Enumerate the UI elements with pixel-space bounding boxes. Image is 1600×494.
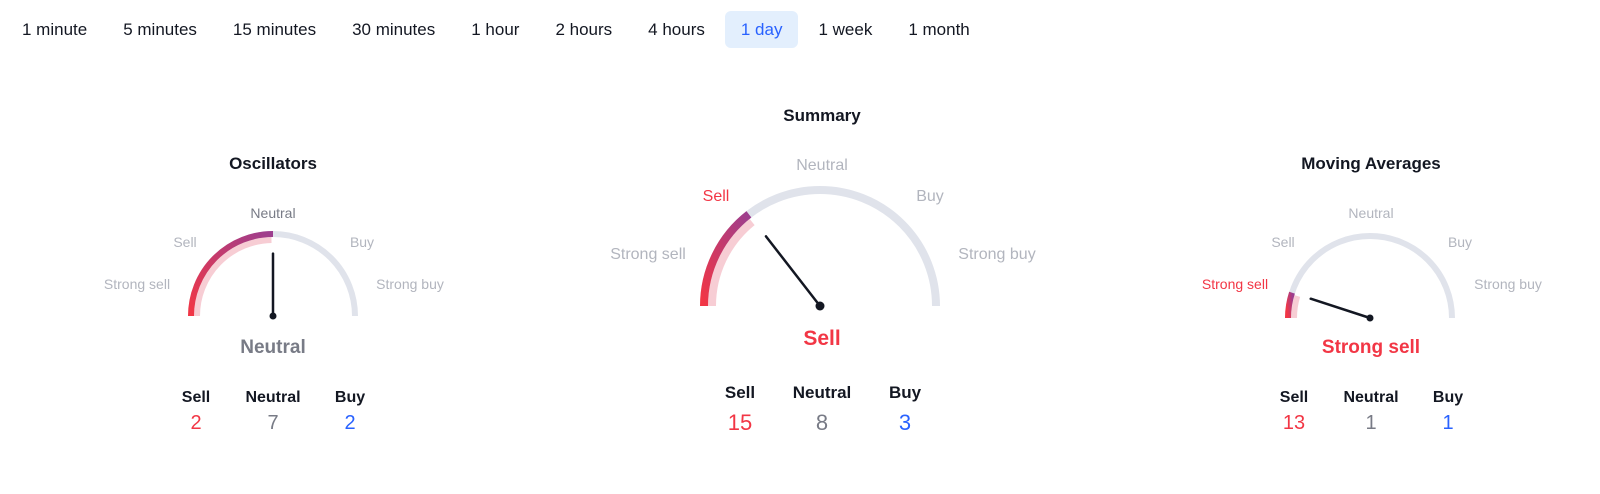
scale-label-strong-sell: Strong sell <box>610 246 686 263</box>
scale-label-buy: Buy <box>1447 234 1473 250</box>
neutral-count: 8 <box>815 410 829 435</box>
needle-pivot <box>269 312 277 320</box>
sell-count-label: Sell <box>1279 389 1309 406</box>
gauge-track <box>700 186 940 307</box>
tab-1-day[interactable]: 1 day <box>724 11 799 48</box>
scale-label-sell: Sell <box>173 234 197 250</box>
sell-count-label: Sell <box>724 383 756 402</box>
sell-count: 13 <box>1282 412 1306 434</box>
buy-count-label: Buy <box>334 389 366 406</box>
buy-count-label: Buy <box>1432 389 1464 406</box>
sell-count: 15 <box>727 410 753 435</box>
gauge-track <box>1285 233 1455 319</box>
neutral-count: 7 <box>267 412 279 434</box>
gauge-fill-inner <box>194 237 272 317</box>
sell-count: 2 <box>190 412 202 434</box>
neutral-count-label: Neutral <box>245 389 301 406</box>
summary-status: Sell <box>803 327 841 350</box>
gauge-fill <box>188 231 274 317</box>
oscillators-status: Neutral <box>240 337 306 358</box>
buy-count: 3 <box>898 410 912 435</box>
needle-pivot <box>1366 314 1374 322</box>
neutral-count-label: Neutral <box>1343 389 1399 406</box>
tab-1-week[interactable]: 1 week <box>818 20 873 39</box>
sell-count-label: Sell <box>181 389 211 406</box>
gauge-needle <box>764 235 822 308</box>
scale-label-strong-buy: Strong buy <box>1474 276 1542 292</box>
scale-label-strong-sell: Strong sell <box>103 276 171 292</box>
buy-count: 1 <box>1442 412 1454 434</box>
moving-averages-gauge <box>1285 233 1455 322</box>
scale-label-strong-sell: Strong sell <box>1201 276 1269 292</box>
gauge-fill-inner <box>1290 295 1301 319</box>
neutral-count-label: Neutral <box>792 383 852 402</box>
gauge-fill-inner <box>708 218 755 307</box>
tab-5-minutes[interactable]: 5 minutes <box>123 20 197 39</box>
scale-label-sell: Sell <box>702 188 730 205</box>
tab-1-minute[interactable]: 1 minute <box>22 20 88 39</box>
tab-1-hour[interactable]: 1 hour <box>471 20 520 39</box>
buy-count-label: Buy <box>888 383 922 402</box>
oscillators-title: Oscillators <box>229 154 317 173</box>
tab-2-hours[interactable]: 2 hours <box>555 20 613 39</box>
moving-averages-status: Strong sell <box>1321 337 1421 358</box>
scale-label-neutral: Neutral <box>1348 205 1394 221</box>
tab-1-month[interactable]: 1 month <box>908 20 970 39</box>
scale-label-buy: Buy <box>916 188 944 205</box>
needle-pivot <box>815 301 825 311</box>
scale-label-neutral: Neutral <box>796 157 848 174</box>
gauge-fill <box>700 211 752 307</box>
summary-gauge <box>700 186 940 311</box>
oscillators-gauge <box>188 231 358 320</box>
tab-15-minutes[interactable]: 15 minutes <box>232 20 317 39</box>
scale-label-sell: Sell <box>1271 234 1295 250</box>
gauge-fill <box>1285 291 1295 319</box>
neutral-count: 1 <box>1365 412 1377 434</box>
summary-title: Summary <box>783 106 861 125</box>
scale-label-buy: Buy <box>349 234 375 250</box>
tab-4-hours[interactable]: 4 hours <box>648 20 705 39</box>
scale-label-neutral: Neutral <box>250 205 296 221</box>
tab-30-minutes[interactable]: 30 minutes <box>352 20 436 39</box>
scale-label-strong-buy: Strong buy <box>958 246 1036 263</box>
moving-averages-title: Moving Averages <box>1301 154 1441 173</box>
gauge-needle <box>1309 297 1372 320</box>
timeframe-tabs: 1 minute 5 minutes 15 minutes 30 minutes… <box>6 11 990 48</box>
buy-count: 2 <box>344 412 356 434</box>
scale-label-strong-buy: Strong buy <box>376 276 444 292</box>
